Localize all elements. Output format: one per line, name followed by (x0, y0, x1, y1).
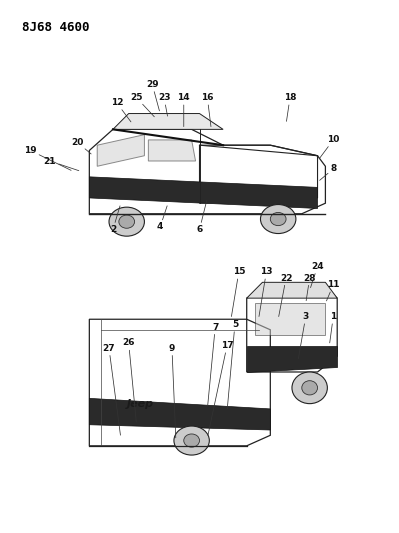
Text: 6: 6 (196, 200, 207, 234)
Ellipse shape (119, 215, 134, 228)
Ellipse shape (184, 434, 200, 447)
Text: 9: 9 (169, 344, 176, 438)
Polygon shape (97, 135, 144, 166)
Text: 18: 18 (284, 93, 296, 122)
Ellipse shape (270, 213, 286, 225)
Text: 2: 2 (110, 206, 120, 234)
Ellipse shape (109, 207, 144, 236)
Polygon shape (247, 345, 337, 372)
Text: 11: 11 (326, 280, 340, 301)
Text: 19: 19 (24, 146, 71, 171)
Text: 10: 10 (319, 135, 340, 159)
Text: 8J68 4600: 8J68 4600 (22, 21, 90, 34)
Text: 23: 23 (158, 93, 170, 116)
Text: 8: 8 (320, 164, 336, 180)
Text: 17: 17 (208, 341, 233, 435)
Text: 25: 25 (130, 93, 154, 117)
Text: 26: 26 (122, 338, 136, 422)
Text: 1: 1 (330, 312, 336, 343)
Ellipse shape (292, 372, 327, 403)
Text: Jeep: Jeep (127, 399, 154, 409)
Text: 29: 29 (146, 80, 160, 111)
Text: 22: 22 (279, 273, 292, 317)
Text: 4: 4 (157, 206, 167, 231)
Text: 28: 28 (303, 273, 316, 301)
Text: 16: 16 (201, 93, 213, 127)
Text: 12: 12 (111, 99, 131, 122)
Text: 14: 14 (178, 93, 190, 127)
Polygon shape (89, 177, 318, 208)
Polygon shape (89, 398, 270, 430)
Text: 15: 15 (231, 267, 245, 317)
Polygon shape (255, 303, 326, 335)
Polygon shape (247, 282, 337, 298)
Ellipse shape (261, 205, 296, 233)
Text: 5: 5 (227, 320, 238, 409)
Text: 27: 27 (103, 344, 120, 435)
Text: 20: 20 (71, 138, 91, 154)
Polygon shape (148, 140, 196, 161)
Ellipse shape (302, 381, 318, 395)
Text: 24: 24 (310, 262, 324, 288)
Text: 3: 3 (298, 312, 309, 359)
Polygon shape (113, 114, 223, 130)
Text: 7: 7 (207, 322, 218, 406)
Ellipse shape (174, 426, 209, 455)
Text: 21: 21 (44, 157, 79, 171)
Text: 13: 13 (259, 267, 273, 317)
